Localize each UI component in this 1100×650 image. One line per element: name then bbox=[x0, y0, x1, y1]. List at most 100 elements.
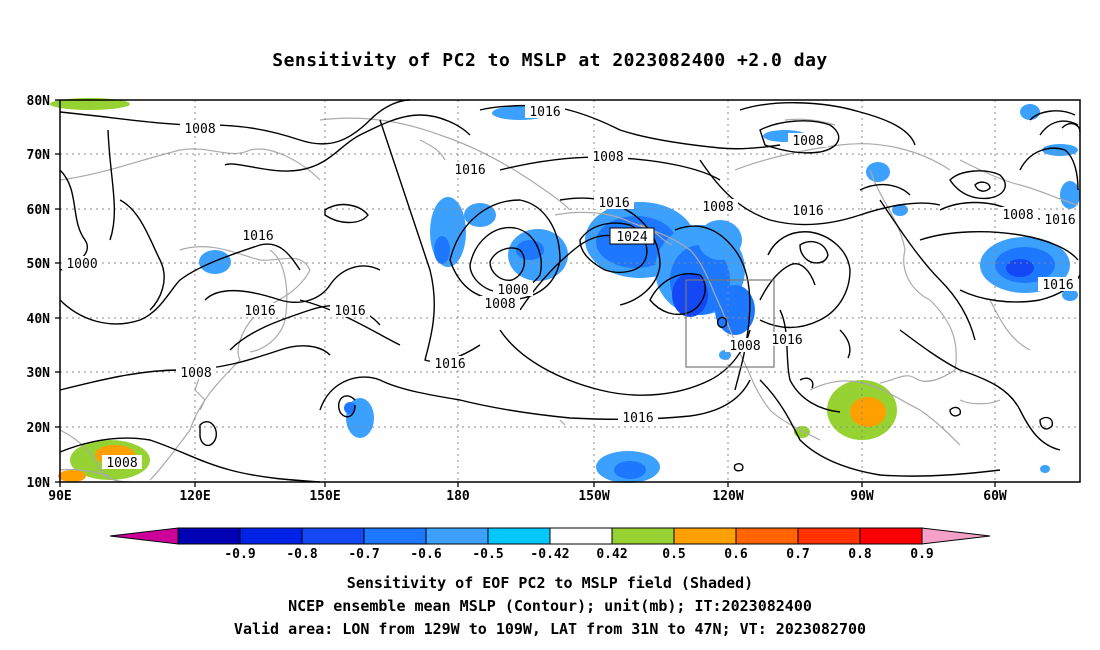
contour-label: 1016 bbox=[1038, 277, 1078, 293]
colorbar-tick-label: -0.6 bbox=[410, 547, 441, 562]
svg-text:1016: 1016 bbox=[434, 357, 465, 372]
contour-label: 1016 bbox=[1040, 212, 1080, 228]
svg-text:1008: 1008 bbox=[1002, 208, 1033, 223]
colorbar-segment bbox=[549, 527, 613, 545]
contour-label: 1000 bbox=[493, 282, 533, 298]
contour-label: 1008 bbox=[176, 365, 216, 381]
contour-label: 1024 bbox=[609, 227, 655, 245]
contour-label: 1000 bbox=[62, 256, 102, 272]
caption-line-3: Valid area: LON from 129W to 109W, LAT f… bbox=[233, 620, 867, 638]
lon-label: 120W bbox=[712, 489, 743, 504]
colorbar-tick-label: 0.6 bbox=[724, 547, 748, 562]
contour-labels: 1008 1016 1000 1016 1008 1016 1000 1008 … bbox=[62, 104, 1080, 471]
shade-neg-tropics bbox=[344, 398, 1050, 483]
positive-sensitivity-shading bbox=[50, 98, 897, 482]
contour-label: 1008 bbox=[698, 199, 738, 215]
lat-label: 20N bbox=[27, 421, 51, 436]
colorbar-tick-label: -0.5 bbox=[472, 547, 503, 562]
colorbar-segment bbox=[425, 527, 489, 545]
contour-label: 1016 bbox=[525, 104, 565, 120]
lon-label: 150W bbox=[578, 489, 609, 504]
contour-label: 1008 bbox=[588, 149, 628, 165]
contour-label: 1008 bbox=[480, 296, 520, 312]
svg-text:1008: 1008 bbox=[180, 366, 211, 381]
colorbar-segment bbox=[363, 527, 427, 545]
svg-text:1016: 1016 bbox=[1042, 278, 1073, 293]
colorbar-segment bbox=[177, 527, 241, 545]
colorbar-tick-label: -0.42 bbox=[530, 547, 569, 562]
colorbar-tick-label: -0.7 bbox=[348, 547, 379, 562]
svg-text:1016: 1016 bbox=[334, 304, 365, 319]
colorbar-segment bbox=[611, 527, 675, 545]
contour-label: 1008 bbox=[998, 207, 1038, 223]
svg-text:1016: 1016 bbox=[529, 105, 560, 120]
svg-text:1008: 1008 bbox=[592, 150, 623, 165]
svg-text:1016: 1016 bbox=[244, 304, 275, 319]
svg-text:1000: 1000 bbox=[497, 283, 528, 298]
contour-label: 1016 bbox=[594, 195, 634, 211]
caption-line-1: Sensitivity of EOF PC2 to MSLP field (Sh… bbox=[346, 574, 754, 592]
lat-lon-grid bbox=[60, 100, 1080, 482]
colorbar bbox=[109, 527, 991, 545]
colorbar-labels: -0.9 -0.8 -0.7 -0.6 -0.5 -0.42 0.42 0.5 0.6 0.7 0.… bbox=[224, 547, 933, 562]
valid-area-box bbox=[685, 279, 775, 368]
colorbar-segment bbox=[239, 527, 303, 545]
colorbar-segment bbox=[735, 527, 799, 545]
colorbar-tick-label: 0.42 bbox=[596, 547, 627, 562]
lon-label: 150E bbox=[309, 489, 340, 504]
svg-text:1016: 1016 bbox=[598, 196, 629, 211]
colorbar-segment bbox=[673, 527, 737, 545]
colorbar-segment bbox=[301, 527, 365, 545]
svg-text:1008: 1008 bbox=[729, 339, 760, 354]
lon-label: 90E bbox=[48, 489, 71, 504]
colorbar-tick-label: 0.8 bbox=[848, 547, 872, 562]
svg-text:1016: 1016 bbox=[622, 411, 653, 426]
svg-text:1016: 1016 bbox=[242, 229, 273, 244]
contour-label: 1008 bbox=[180, 121, 220, 137]
lat-label: 40N bbox=[27, 312, 51, 327]
contour-label: 1016 bbox=[788, 203, 828, 219]
contour-label: 1016 bbox=[430, 356, 470, 372]
svg-text:1000: 1000 bbox=[66, 257, 97, 272]
latitude-labels: 80N 70N 60N 50N 40N 30N 20N 10N bbox=[27, 94, 51, 491]
colorbar-tick-label: 0.9 bbox=[910, 547, 933, 562]
svg-text:1016: 1016 bbox=[771, 333, 802, 348]
lat-label: 60N bbox=[27, 203, 51, 218]
contour-label: 1016 bbox=[767, 332, 807, 348]
svg-text:1016: 1016 bbox=[454, 163, 485, 178]
contour-label: 1008 bbox=[725, 338, 765, 354]
negative-sensitivity-shading bbox=[199, 104, 1080, 483]
colorbar-segment bbox=[797, 527, 861, 545]
contour-label: 1016 bbox=[238, 228, 278, 244]
lat-label: 50N bbox=[27, 257, 51, 272]
lat-label: 30N bbox=[27, 366, 51, 381]
svg-text:1016: 1016 bbox=[1044, 213, 1075, 228]
caption-line-2: NCEP ensemble mean MSLP (Contour); unit(… bbox=[288, 597, 812, 615]
colorbar-tick-label: -0.9 bbox=[224, 547, 255, 562]
longitude-labels: 90E 120E 150E 180 150W 120W 90W 60W bbox=[48, 489, 1007, 504]
lat-label: 70N bbox=[27, 148, 51, 163]
axis-ticks bbox=[55, 99, 996, 487]
colorbar-segment bbox=[859, 527, 923, 545]
lon-label: 90W bbox=[850, 489, 874, 504]
lon-label: 120E bbox=[179, 489, 210, 504]
colorbar-tick-label: 0.7 bbox=[786, 547, 809, 562]
contour-label: 1008 bbox=[102, 455, 142, 471]
contour-label: 1016 bbox=[330, 303, 370, 319]
svg-text:1024: 1024 bbox=[616, 230, 647, 245]
svg-text:1008: 1008 bbox=[792, 134, 823, 149]
colorbar-max-arrow bbox=[921, 527, 991, 545]
svg-text:1016: 1016 bbox=[792, 204, 823, 219]
colorbar-min-arrow bbox=[109, 527, 179, 545]
colorbar-tick-label: 0.5 bbox=[662, 547, 685, 562]
svg-text:1008: 1008 bbox=[484, 297, 515, 312]
chart-title: Sensitivity of PC2 to MSLP at 2023082400… bbox=[272, 50, 828, 71]
contour-label: 1016 bbox=[618, 410, 658, 426]
map-frame bbox=[59, 99, 1081, 483]
svg-text:1008: 1008 bbox=[184, 122, 215, 137]
contour-label: 1008 bbox=[788, 133, 828, 149]
lat-label: 80N bbox=[27, 94, 51, 109]
lon-label: 180 bbox=[446, 489, 470, 504]
svg-text:1008: 1008 bbox=[702, 200, 733, 215]
